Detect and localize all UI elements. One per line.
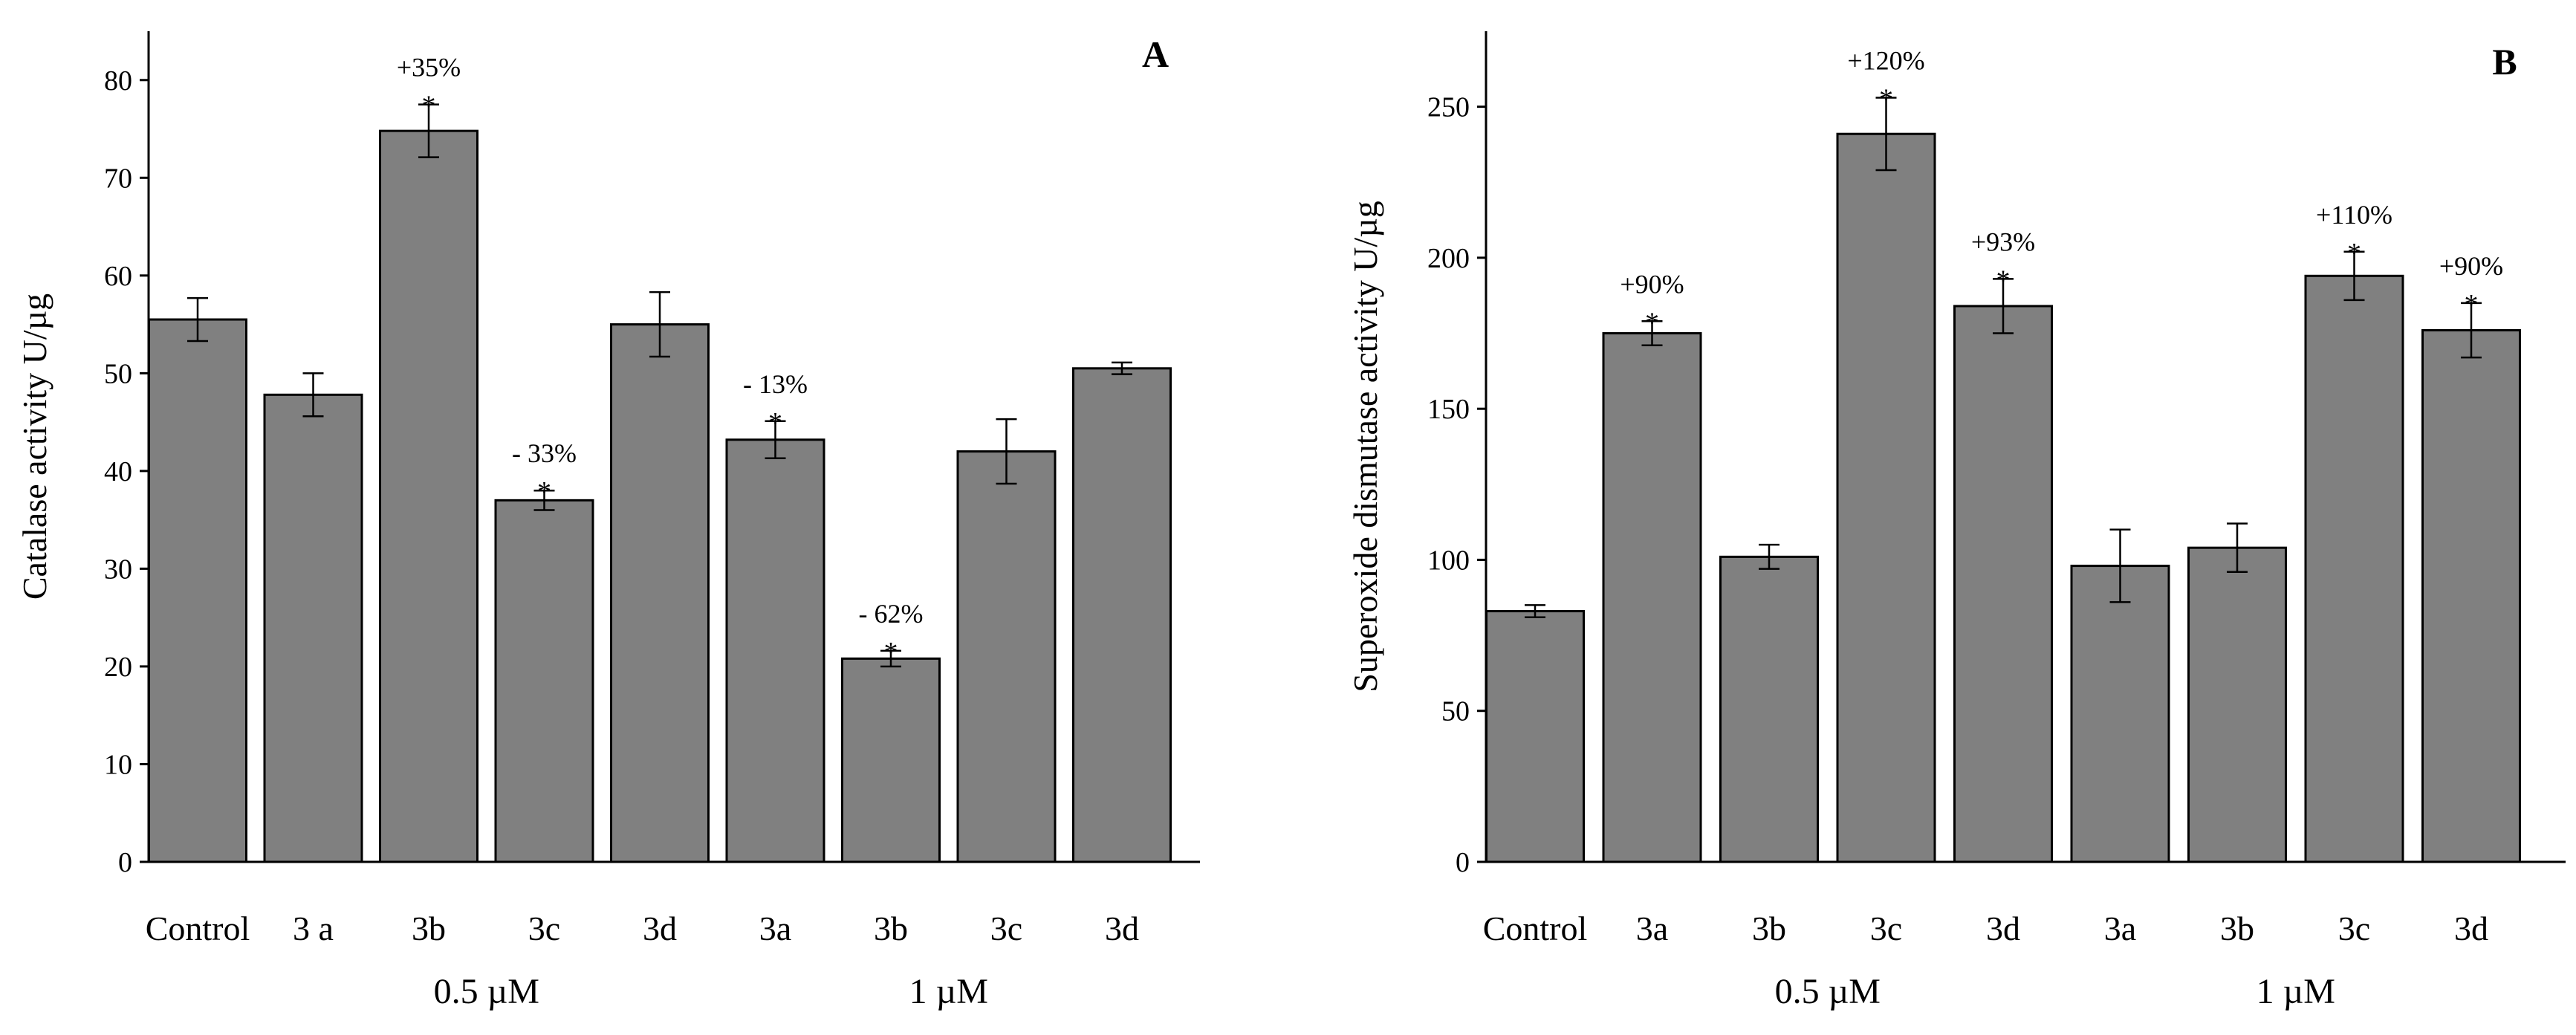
- x-tick-label: 3d: [2454, 909, 2488, 947]
- x-tick-label: 3c: [2338, 909, 2370, 947]
- y-tick-label: 40: [104, 456, 132, 487]
- significance-star: *: [884, 637, 898, 668]
- y-axis-label: Superoxide dismutase activity U/µg: [1346, 201, 1384, 692]
- percent-annotation: - 33%: [512, 438, 577, 468]
- y-tick-label: 50: [1441, 696, 1470, 727]
- y-tick-label: 100: [1427, 545, 1470, 576]
- percent-annotation: +120%: [1847, 45, 1924, 75]
- bar: [1719, 555, 1819, 863]
- percent-annotation: +93%: [1971, 227, 2035, 256]
- significance-star: *: [768, 407, 782, 438]
- group-label: 0.5 µM: [1775, 972, 1881, 1011]
- x-tick-label: 3c: [1870, 909, 1902, 947]
- bar: [610, 323, 710, 863]
- y-axis-label: Catalase activity U/µg: [16, 293, 53, 600]
- x-tick-label: 3 a: [293, 909, 334, 947]
- bar: [1953, 305, 2053, 863]
- chart-panel-a: 0 10 20 30 40 50 60 70 80 * +35% * - 33% * - 13% * - 62%…: [16, 31, 1200, 1011]
- bar: [1072, 367, 1172, 863]
- y-tick-label: 70: [104, 163, 132, 194]
- significance-star: *: [422, 91, 436, 122]
- y-tick-label: 50: [104, 358, 132, 389]
- percent-annotation: +90%: [1620, 269, 1684, 299]
- x-tick-label: 3d: [1986, 909, 2020, 947]
- x-tick-label: 3d: [643, 909, 677, 947]
- panel-label: B: [2492, 41, 2517, 82]
- percent-annotation: +35%: [397, 53, 461, 82]
- y-tick-label: 60: [104, 261, 132, 292]
- x-tick-label: 3b: [1752, 909, 1786, 947]
- x-tick-label: 3b: [2220, 909, 2254, 947]
- percent-annotation: +90%: [2439, 251, 2503, 281]
- y-tick-label: 0: [118, 847, 132, 878]
- significance-star: *: [1879, 83, 1893, 114]
- y-tick-label: 150: [1427, 394, 1470, 425]
- percent-annotation: - 13%: [743, 369, 808, 399]
- y-tick-label: 80: [104, 65, 132, 97]
- bar: [841, 657, 941, 863]
- x-tick-label: Control: [1483, 909, 1588, 947]
- group-label: 0.5 µM: [434, 972, 539, 1011]
- x-tick-label: Control: [146, 909, 250, 947]
- bar: [956, 450, 1057, 863]
- y-tick-label: 20: [104, 652, 132, 683]
- y-tick-label: 250: [1427, 92, 1470, 123]
- significance-star: *: [537, 476, 551, 507]
- bar: [494, 499, 594, 863]
- bar: [725, 438, 825, 863]
- x-tick-label: 3a: [759, 909, 791, 947]
- bar: [148, 318, 247, 863]
- bar: [1602, 332, 1702, 863]
- significance-star: *: [1996, 265, 2011, 296]
- chart-panel-b: 0 50 100 150 200 250 * +90% * +120% * +93% * +110% * +9…: [1346, 31, 2566, 1011]
- bar: [263, 393, 363, 863]
- group-label: 1 µM: [909, 972, 988, 1011]
- y-tick-label: 30: [104, 554, 132, 585]
- bar: [379, 129, 478, 863]
- bar: [1485, 610, 1585, 863]
- percent-annotation: +110%: [2316, 200, 2392, 230]
- x-tick-label: 3a: [2104, 909, 2136, 947]
- group-label: 1 µM: [2257, 972, 2335, 1011]
- significance-star: *: [2465, 289, 2479, 320]
- y-tick-label: 10: [104, 749, 132, 780]
- x-tick-label: 3b: [412, 909, 446, 947]
- y-tick-label: 200: [1427, 243, 1470, 274]
- y-tick-label: 0: [1456, 847, 1470, 878]
- x-tick-label: 3c: [990, 909, 1022, 947]
- bar: [1836, 132, 1936, 863]
- significance-star: *: [2347, 238, 2361, 269]
- x-tick-label: 3b: [874, 909, 908, 947]
- bar: [2187, 546, 2287, 863]
- panel-label: A: [1142, 33, 1169, 75]
- x-tick-label: 3a: [1636, 909, 1668, 947]
- significance-star: *: [1645, 307, 1659, 338]
- percent-annotation: - 62%: [859, 599, 924, 629]
- x-tick-label: 3d: [1105, 909, 1139, 947]
- bar: [2304, 274, 2404, 863]
- bar: [2070, 565, 2170, 863]
- bar: [2421, 328, 2521, 863]
- x-tick-label: 3c: [528, 909, 560, 947]
